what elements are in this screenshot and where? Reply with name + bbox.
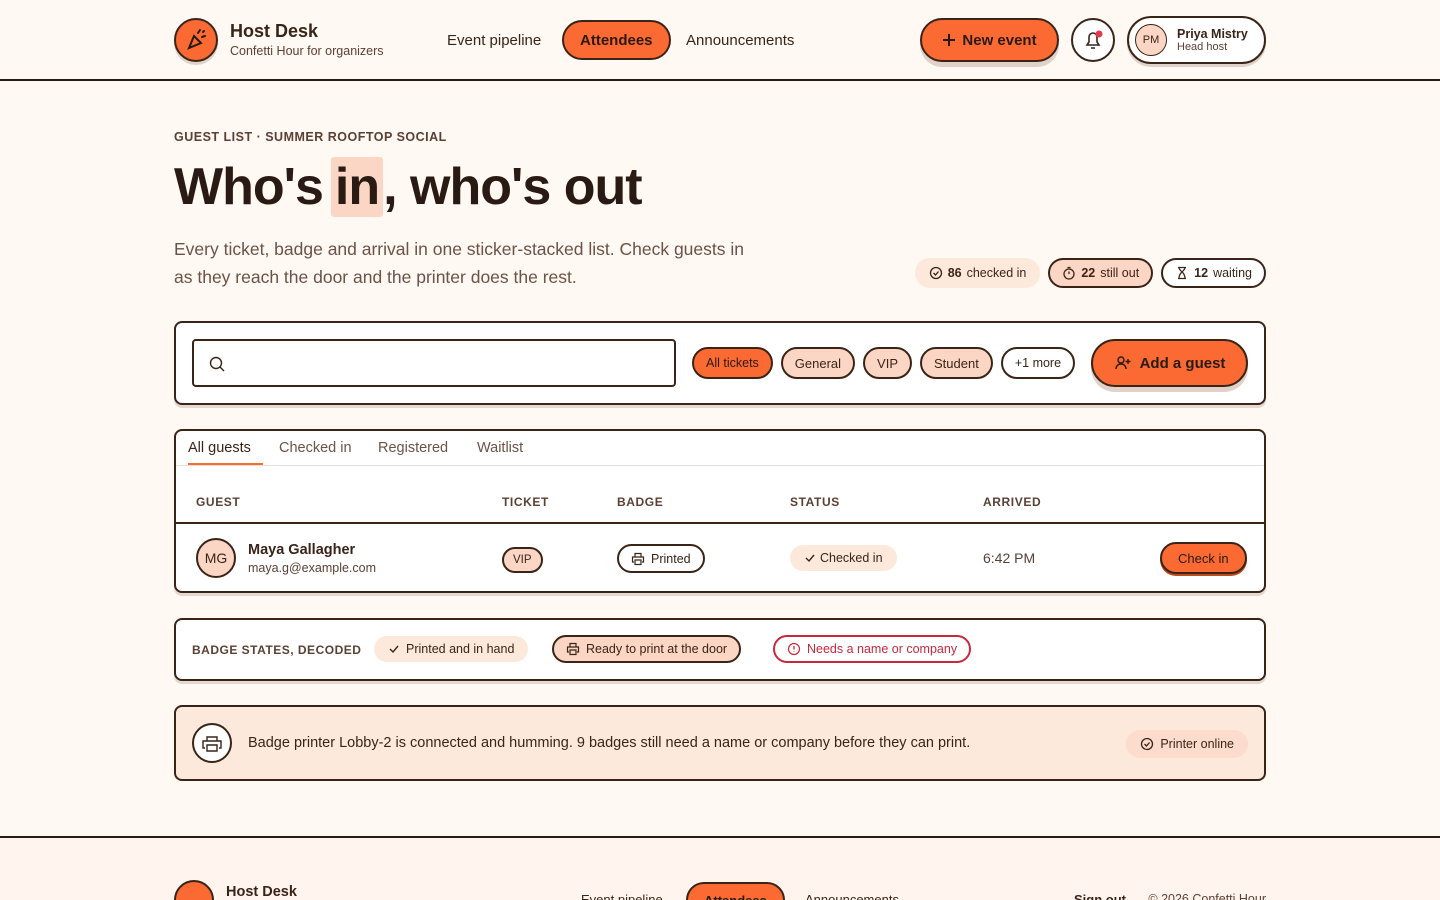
footer-brand: Host Desk <box>226 884 297 900</box>
column-header: ARRIVED <box>983 495 1042 509</box>
column-header: BADGE <box>617 495 664 509</box>
stat-pill: 22 still out <box>1048 258 1154 288</box>
legend-label: Ready to print at the door <box>586 642 728 656</box>
toolbar: All tickets General VIP Student +1 more … <box>174 321 1266 405</box>
add-guest-button[interactable]: Add a guest <box>1091 339 1248 387</box>
new-event-button[interactable]: New event <box>920 18 1059 62</box>
column-header: TICKET <box>502 495 549 509</box>
stat-count: 86 <box>947 266 962 280</box>
logo[interactable] <box>174 880 214 900</box>
filters: All tickets General VIP Student +1 more <box>692 347 1076 379</box>
nav-link[interactable]: Announcements <box>686 32 795 49</box>
badge-legend: BADGE STATES, DECODED Printed and in han… <box>174 618 1266 681</box>
legend-item: Needs a name or company <box>773 635 972 663</box>
title-highlight: in <box>330 157 384 217</box>
tab[interactable]: Checked in <box>279 440 352 456</box>
column-header: STATUS <box>790 495 840 509</box>
button-label: New event <box>962 31 1037 49</box>
badge-tag: Printed <box>617 544 705 573</box>
guest-email: maya.g@example.com <box>248 560 377 575</box>
stats: 86 checked in 22 still out 12 waiting <box>914 258 1266 288</box>
printer-notice: Badge printer Lobby-2 is connected and h… <box>174 705 1266 781</box>
legend-title: BADGE STATES, DECODED <box>192 643 362 657</box>
guest-name: Maya Gallagher <box>248 541 356 558</box>
stat-pill: 86 checked in <box>914 258 1041 288</box>
user-menu[interactable]: PM Priya Mistry Head host <box>1127 16 1266 64</box>
filter-chip[interactable]: General <box>780 347 856 379</box>
title-text: Who's <box>174 158 324 216</box>
sign-out-link[interactable]: Sign out <box>1074 892 1126 900</box>
copyright: © 2026 Confetti Hour <box>1148 892 1266 900</box>
brand: Host Desk <box>230 21 319 41</box>
tab-active[interactable]: All guests <box>188 440 263 465</box>
stat-count: 22 <box>1081 266 1096 280</box>
notifications-button[interactable] <box>1071 18 1115 62</box>
arrived-time: 6:42 PM <box>983 550 1036 566</box>
filter-chip[interactable]: VIP <box>863 347 913 379</box>
description: Every ticket, badge and arrival in one s… <box>174 239 744 287</box>
footer: Host Desk Event pipeline Attendees Annou… <box>0 836 1440 900</box>
filter-chip[interactable]: +1 more <box>1000 347 1076 379</box>
printer-icon <box>192 723 232 763</box>
footer-link[interactable]: Announcements <box>805 892 899 900</box>
notice-text: Badge printer Lobby-2 is connected and h… <box>248 735 971 751</box>
stat-label: waiting <box>1213 266 1252 280</box>
guest-cell: MG Maya Gallagher maya.g@example.com <box>196 538 376 578</box>
column-header: GUEST <box>196 495 241 509</box>
nav-link-active[interactable]: Attendees <box>562 20 671 60</box>
stat-pill: 12 waiting <box>1161 258 1266 288</box>
badge-label: Printed <box>651 551 691 566</box>
title-text: , who's out <box>383 158 642 216</box>
footer-link[interactable]: Event pipeline <box>581 892 663 900</box>
avatar: PM <box>1135 24 1167 56</box>
avatar: MG <box>196 538 236 578</box>
printer-status: Printer online <box>1126 730 1248 758</box>
ticket-tag: VIP <box>502 547 543 573</box>
guest-table: All guests Checked in Registered Waitlis… <box>174 429 1266 593</box>
stat-label: still out <box>1100 266 1140 280</box>
legend-label: Needs a name or company <box>807 642 958 656</box>
status-label: Checked in <box>820 551 883 565</box>
status-label: Printer online <box>1160 737 1234 751</box>
header: Host Desk Confetti Hour for organizers E… <box>0 0 1440 81</box>
legend-item: Printed and in hand <box>374 636 529 662</box>
filter-chip-active[interactable]: All tickets <box>692 347 773 379</box>
stat-count: 12 <box>1194 266 1209 280</box>
filter-chip[interactable]: Student <box>920 347 993 379</box>
legend-label: Printed and in hand <box>406 642 515 656</box>
logo[interactable] <box>174 18 218 62</box>
status-tag: Checked in <box>790 545 897 571</box>
user-name: Priya Mistry <box>1177 27 1248 41</box>
page-title: Who's in , who's out <box>174 157 643 217</box>
legend-item: Ready to print at the door <box>552 635 742 663</box>
tab[interactable]: Registered <box>378 440 449 456</box>
nav-link[interactable]: Event pipeline <box>447 32 542 49</box>
tab[interactable]: Waitlist <box>477 440 524 456</box>
button-label: Add a guest <box>1139 354 1226 372</box>
search-input[interactable] <box>192 339 676 387</box>
user-role: Head host <box>1177 41 1228 53</box>
eyebrow: GUEST LIST · SUMMER ROOFTOP SOCIAL <box>174 130 447 144</box>
tagline: Confetti Hour for organizers <box>230 44 384 58</box>
check-in-button[interactable]: Check in <box>1160 542 1247 574</box>
footer-link-active[interactable]: Attendees <box>686 882 785 900</box>
stat-label: checked in <box>966 266 1027 280</box>
